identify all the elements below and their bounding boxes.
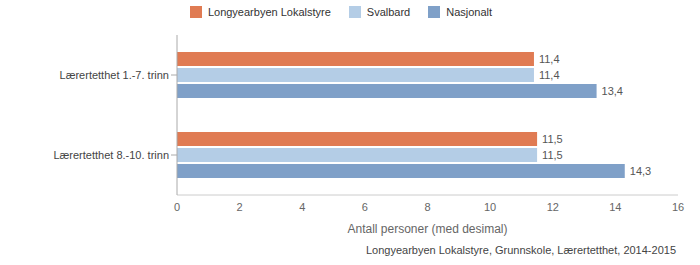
- svg-text:11,5: 11,5: [542, 149, 563, 161]
- svg-text:13,4: 13,4: [602, 85, 623, 97]
- svg-text:14: 14: [609, 201, 621, 213]
- svg-text:11,5: 11,5: [542, 133, 563, 145]
- svg-text:6: 6: [362, 201, 368, 213]
- html-text:Svalbard: Svalbard: [366, 6, 411, 18]
- svg-text:Lærertetthet 8.-10. trinn: Lærertetthet 8.-10. trinn: [53, 149, 169, 161]
- svg-text:14,3: 14,3: [630, 165, 651, 177]
- svg-text:12: 12: [547, 201, 559, 213]
- svg-text:4: 4: [299, 201, 305, 213]
- html-text:Longyearbyen Lokalstyre, Grunn: Longyearbyen Lokalstyre, Grunnskole, Lær…: [366, 244, 676, 256]
- svg-text:Antall personer (med desimal): Antall personer (med desimal): [347, 222, 507, 236]
- svg-text:10: 10: [484, 201, 496, 213]
- html-text:Nasjonalt: Nasjonalt: [446, 6, 493, 18]
- svg-text:11,4: 11,4: [539, 69, 560, 81]
- svg-text:0: 0: [174, 201, 180, 213]
- svg-text:8: 8: [424, 201, 430, 213]
- svg-text:11,4: 11,4: [539, 53, 560, 65]
- html-text:Longyearbyen Lokalstyre: Longyearbyen Lokalstyre: [207, 6, 331, 18]
- svg-text:Lærertetthet 1.-7. trinn: Lærertetthet 1.-7. trinn: [60, 69, 169, 81]
- svg-text:16: 16: [672, 201, 684, 213]
- svg-text:2: 2: [237, 201, 243, 213]
